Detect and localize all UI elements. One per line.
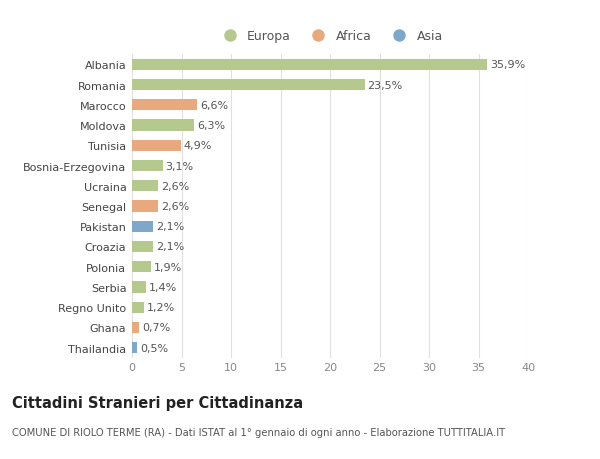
Bar bbox=[132, 241, 153, 252]
Text: 6,6%: 6,6% bbox=[200, 101, 229, 111]
Text: 1,2%: 1,2% bbox=[147, 302, 175, 313]
Text: Cittadini Stranieri per Cittadinanza: Cittadini Stranieri per Cittadinanza bbox=[12, 395, 303, 410]
Text: COMUNE DI RIOLO TERME (RA) - Dati ISTAT al 1° gennaio di ogni anno - Elaborazion: COMUNE DI RIOLO TERME (RA) - Dati ISTAT … bbox=[12, 427, 505, 437]
Bar bbox=[132, 120, 194, 131]
Bar bbox=[132, 201, 158, 212]
Bar bbox=[132, 342, 137, 353]
Text: 6,3%: 6,3% bbox=[197, 121, 226, 131]
Text: 35,9%: 35,9% bbox=[490, 60, 526, 70]
Bar bbox=[132, 60, 487, 71]
Text: 2,1%: 2,1% bbox=[156, 242, 184, 252]
Text: 1,9%: 1,9% bbox=[154, 262, 182, 272]
Bar bbox=[132, 181, 158, 192]
Text: 3,1%: 3,1% bbox=[166, 161, 194, 171]
Bar bbox=[132, 221, 153, 232]
Text: 2,6%: 2,6% bbox=[161, 202, 189, 212]
Bar bbox=[132, 140, 181, 151]
Bar bbox=[132, 282, 146, 293]
Legend: Europa, Africa, Asia: Europa, Africa, Asia bbox=[217, 30, 443, 43]
Text: 0,5%: 0,5% bbox=[140, 343, 168, 353]
Bar bbox=[132, 322, 139, 333]
Bar bbox=[132, 80, 365, 91]
Text: 2,6%: 2,6% bbox=[161, 181, 189, 191]
Bar bbox=[132, 161, 163, 172]
Text: 2,1%: 2,1% bbox=[156, 222, 184, 232]
Text: 1,4%: 1,4% bbox=[149, 282, 177, 292]
Text: 23,5%: 23,5% bbox=[368, 80, 403, 90]
Text: 0,7%: 0,7% bbox=[142, 323, 170, 333]
Text: 4,9%: 4,9% bbox=[184, 141, 212, 151]
Bar bbox=[132, 302, 144, 313]
Bar bbox=[132, 262, 151, 273]
Bar bbox=[132, 100, 197, 111]
